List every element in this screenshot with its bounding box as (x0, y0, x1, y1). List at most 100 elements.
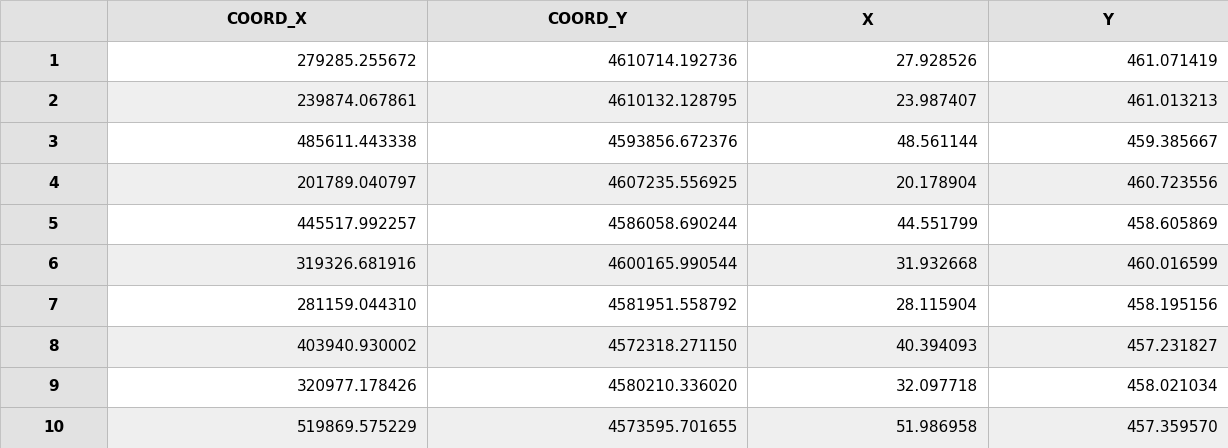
Bar (107, 366, 427, 407)
Text: 44.551799: 44.551799 (895, 216, 977, 232)
Bar (748, 0, 987, 41)
Text: 23.987407: 23.987407 (895, 95, 977, 109)
Bar (107, 326, 427, 366)
Bar (107, 0, 427, 41)
Bar (0, 366, 107, 407)
Bar (0, 122, 107, 163)
Text: 31.932668: 31.932668 (895, 257, 977, 272)
Text: COORD_X: COORD_X (226, 13, 307, 28)
Bar (748, 122, 987, 163)
Text: 461.071419: 461.071419 (1126, 54, 1218, 69)
Text: 4573595.701655: 4573595.701655 (608, 420, 738, 435)
Text: 28.115904: 28.115904 (896, 298, 977, 313)
Bar (748, 41, 987, 82)
Text: 1: 1 (48, 54, 59, 69)
Bar (0, 326, 107, 366)
Text: 458.605869: 458.605869 (1126, 216, 1218, 232)
Bar (987, 407, 1228, 448)
Text: 4607235.556925: 4607235.556925 (607, 176, 738, 191)
Text: 239874.067861: 239874.067861 (296, 95, 418, 109)
Text: 279285.255672: 279285.255672 (297, 54, 418, 69)
Bar (107, 163, 427, 204)
Bar (427, 285, 748, 326)
Bar (748, 163, 987, 204)
Text: X: X (862, 13, 873, 28)
Text: 320977.178426: 320977.178426 (296, 379, 418, 394)
Text: 201789.040797: 201789.040797 (297, 176, 418, 191)
Text: 27.928526: 27.928526 (895, 54, 977, 69)
Text: 10: 10 (43, 420, 64, 435)
Bar (427, 366, 748, 407)
Bar (427, 163, 748, 204)
Bar (427, 326, 748, 366)
Bar (748, 82, 987, 122)
Bar (107, 285, 427, 326)
Bar (107, 82, 427, 122)
Bar (427, 82, 748, 122)
Text: 7: 7 (48, 298, 59, 313)
Text: 20.178904: 20.178904 (896, 176, 977, 191)
Bar (987, 285, 1228, 326)
Bar (0, 163, 107, 204)
Text: 4572318.271150: 4572318.271150 (608, 339, 738, 353)
Bar (748, 204, 987, 244)
Bar (748, 244, 987, 285)
Text: 4593856.672376: 4593856.672376 (607, 135, 738, 150)
Bar (0, 407, 107, 448)
Bar (987, 204, 1228, 244)
Text: 281159.044310: 281159.044310 (297, 298, 418, 313)
Text: 3: 3 (48, 135, 59, 150)
Bar (987, 82, 1228, 122)
Bar (987, 0, 1228, 41)
Text: 403940.930002: 403940.930002 (296, 339, 418, 353)
Text: 4610132.128795: 4610132.128795 (608, 95, 738, 109)
Bar (427, 407, 748, 448)
Text: 461.013213: 461.013213 (1126, 95, 1218, 109)
Bar (107, 122, 427, 163)
Text: 457.359570: 457.359570 (1126, 420, 1218, 435)
Text: 459.385667: 459.385667 (1126, 135, 1218, 150)
Bar (427, 0, 748, 41)
Text: 460.016599: 460.016599 (1126, 257, 1218, 272)
Bar (0, 244, 107, 285)
Bar (107, 41, 427, 82)
Bar (107, 204, 427, 244)
Bar (987, 366, 1228, 407)
Text: 5: 5 (48, 216, 59, 232)
Bar (987, 163, 1228, 204)
Text: 458.195156: 458.195156 (1126, 298, 1218, 313)
Bar (427, 122, 748, 163)
Text: COORD_Y: COORD_Y (548, 13, 628, 28)
Text: 51.986958: 51.986958 (895, 420, 977, 435)
Bar (0, 82, 107, 122)
Text: 445517.992257: 445517.992257 (297, 216, 418, 232)
Text: 32.097718: 32.097718 (895, 379, 977, 394)
Text: 6: 6 (48, 257, 59, 272)
Bar (748, 366, 987, 407)
Text: 4586058.690244: 4586058.690244 (608, 216, 738, 232)
Bar (107, 407, 427, 448)
Text: 319326.681916: 319326.681916 (296, 257, 418, 272)
Bar (0, 285, 107, 326)
Bar (0, 0, 107, 41)
Bar (748, 285, 987, 326)
Text: 457.231827: 457.231827 (1126, 339, 1218, 353)
Bar (427, 204, 748, 244)
Bar (0, 204, 107, 244)
Bar (748, 326, 987, 366)
Text: 48.561144: 48.561144 (896, 135, 977, 150)
Text: 2: 2 (48, 95, 59, 109)
Text: 8: 8 (48, 339, 59, 353)
Bar (987, 122, 1228, 163)
Bar (427, 41, 748, 82)
Text: 4610714.192736: 4610714.192736 (607, 54, 738, 69)
Bar (0, 41, 107, 82)
Text: 4581951.558792: 4581951.558792 (608, 298, 738, 313)
Text: 40.394093: 40.394093 (895, 339, 977, 353)
Text: 4580210.336020: 4580210.336020 (608, 379, 738, 394)
Text: 4600165.990544: 4600165.990544 (607, 257, 738, 272)
Text: 485611.443338: 485611.443338 (296, 135, 418, 150)
Bar (987, 326, 1228, 366)
Text: 458.021034: 458.021034 (1126, 379, 1218, 394)
Text: Y: Y (1103, 13, 1114, 28)
